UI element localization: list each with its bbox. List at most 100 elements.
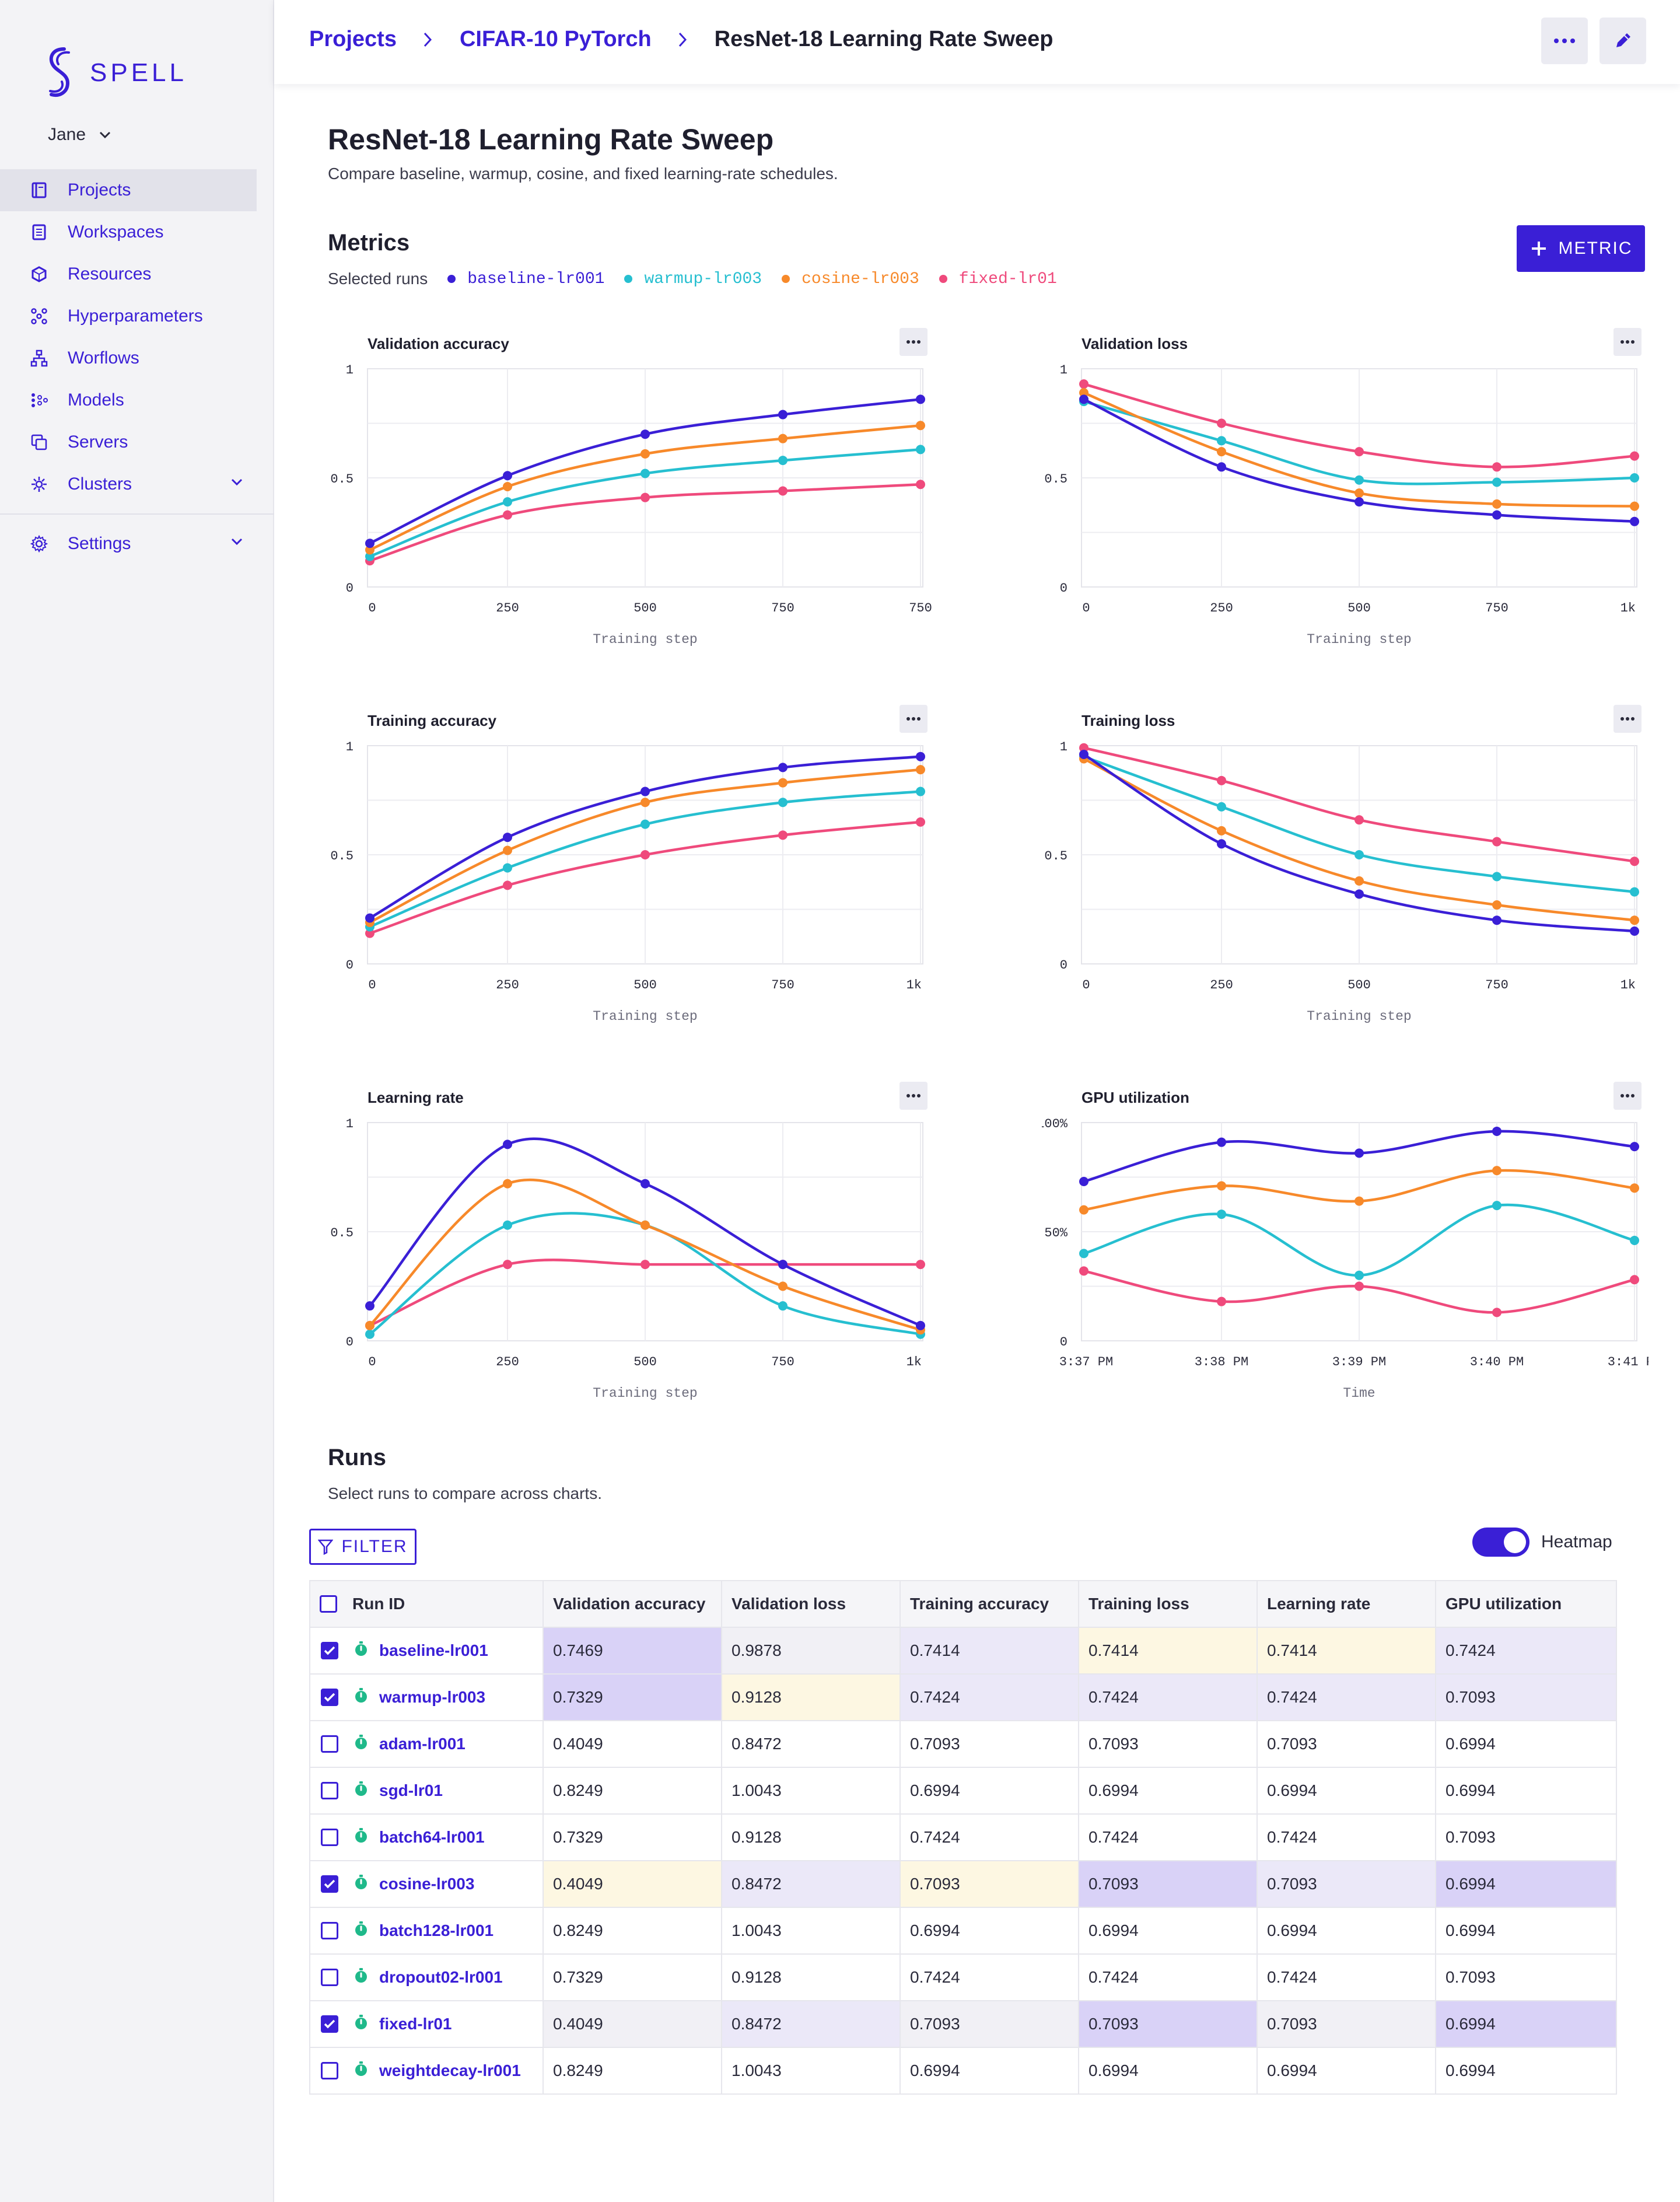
more-options-button[interactable] [1541,18,1588,64]
table-row[interactable]: batch64-lr001 0.7329 0.9128 0.7424 0.7424 0.7… [309,1813,1617,1861]
data-point-warmup-lr003[interactable] [1492,872,1502,882]
run-id-link[interactable]: cosine-lr003 [379,1875,475,1893]
data-point-fixed-lr01[interactable] [1354,815,1364,825]
data-point-fixed-lr01[interactable] [1630,451,1639,461]
data-point-cosine-lr003[interactable] [1354,1196,1364,1206]
user-menu[interactable]: Jane [48,125,111,145]
run-id-link[interactable]: warmup-lr003 [379,1688,486,1706]
data-point-fixed-lr01[interactable] [640,850,650,859]
data-point-cosine-lr003[interactable] [1492,499,1502,509]
column-header-training-accuracy[interactable]: Training accuracy [900,1580,1079,1628]
run-select-checkbox[interactable] [321,1922,338,1939]
legend-run-baseline[interactable]: baseline-lr001 [447,270,604,288]
data-point-fixed-lr01[interactable] [1217,1296,1226,1306]
data-point-cosine-lr003[interactable] [916,421,925,431]
run-select-checkbox[interactable] [321,1829,338,1846]
data-point-warmup-lr003[interactable] [640,469,650,478]
data-point-baseline-lr001[interactable] [1492,1126,1502,1136]
run-select-checkbox[interactable] [321,1969,338,1986]
data-point-fixed-lr01[interactable] [503,1260,512,1270]
data-point-cosine-lr003[interactable] [778,1281,788,1291]
chevron-down-icon[interactable] [230,477,244,487]
data-point-fixed-lr01[interactable] [1354,447,1364,457]
data-point-baseline-lr001[interactable] [778,1260,788,1270]
data-point-warmup-lr003[interactable] [1079,1249,1088,1259]
run-select-checkbox[interactable] [321,1642,338,1659]
data-point-baseline-lr001[interactable] [1217,839,1226,849]
data-point-fixed-lr01[interactable] [778,830,788,840]
data-point-baseline-lr001[interactable] [916,752,925,761]
table-row[interactable]: dropout02-lr001 0.7329 0.9128 0.7424 0.7424 0… [309,1953,1617,2001]
table-row[interactable]: fixed-lr01 0.4049 0.8472 0.7093 0.7093 0.7093… [309,2000,1617,2048]
chart-more-button[interactable] [1614,1082,1642,1110]
data-point-warmup-lr003[interactable] [1217,802,1226,812]
run-select-checkbox[interactable] [321,1689,338,1706]
table-row[interactable]: warmup-lr003 0.7329 0.9128 0.7424 0.7424 0.74… [309,1673,1617,1721]
run-id-link[interactable]: fixed-lr01 [379,2015,452,2033]
data-point-baseline-lr001[interactable] [1630,926,1639,936]
run-select-checkbox[interactable] [321,2062,338,2079]
data-point-fixed-lr01[interactable] [1630,1275,1639,1285]
table-row[interactable]: weightdecay-lr001 0.8249 1.0043 0.6994 0.699… [309,2047,1617,2095]
column-header-learning-rate[interactable]: Learning rate [1256,1580,1436,1628]
data-point-warmup-lr003[interactable] [640,819,650,829]
data-point-baseline-lr001[interactable] [1354,1148,1364,1158]
data-point-fixed-lr01[interactable] [640,1260,650,1270]
data-point-warmup-lr003[interactable] [1630,473,1639,483]
data-point-warmup-lr003[interactable] [916,445,925,455]
data-point-fixed-lr01[interactable] [1079,1266,1088,1276]
data-point-baseline-lr001[interactable] [916,1320,925,1330]
legend-run-warmup[interactable]: warmup-lr003 [624,270,762,288]
data-point-fixed-lr01[interactable] [1217,418,1226,428]
data-point-fixed-lr01[interactable] [1492,837,1502,847]
legend-run-cosine[interactable]: cosine-lr003 [782,270,919,288]
data-point-cosine-lr003[interactable] [1630,1183,1639,1193]
data-point-baseline-lr001[interactable] [1354,497,1364,507]
data-point-warmup-lr003[interactable] [778,798,788,808]
chart-more-button[interactable] [900,705,928,733]
data-point-warmup-lr003[interactable] [365,551,374,561]
sidebar-item-workflows[interactable]: Worflows [0,337,274,379]
data-point-fixed-lr01[interactable] [1079,379,1088,389]
data-point-warmup-lr003[interactable] [1492,477,1502,487]
data-point-cosine-lr003[interactable] [1492,900,1502,910]
chart-more-button[interactable] [900,1082,928,1110]
chart-more-button[interactable] [1614,705,1642,733]
data-point-cosine-lr003[interactable] [1079,1205,1088,1215]
table-row[interactable]: batch128-lr001 0.8249 1.0043 0.6994 0.6994 0.… [309,1907,1617,1955]
add-metric-button[interactable]: METRIC [1517,225,1645,272]
data-point-fixed-lr01[interactable] [503,510,512,520]
data-point-baseline-lr001[interactable] [640,787,650,796]
sidebar-item-workspaces[interactable]: Workspaces [0,211,274,253]
data-point-fixed-lr01[interactable] [1630,857,1639,866]
data-point-cosine-lr003[interactable] [1492,1166,1502,1176]
data-point-baseline-lr001[interactable] [365,539,374,548]
breadcrumb-projects[interactable]: Projects [309,27,397,51]
data-point-cosine-lr003[interactable] [640,1220,650,1230]
data-point-cosine-lr003[interactable] [1217,447,1226,457]
data-point-baseline-lr001[interactable] [1492,915,1502,925]
data-point-cosine-lr003[interactable] [916,765,925,775]
column-header-validation-loss[interactable]: Validation loss [721,1580,901,1628]
data-point-warmup-lr003[interactable] [365,1329,374,1339]
run-id-link[interactable]: sgd-lr01 [379,1781,443,1799]
table-row[interactable]: cosine-lr003 0.4049 0.8472 0.7093 0.7093 0.70… [309,1860,1617,1908]
data-point-cosine-lr003[interactable] [1630,501,1639,511]
data-point-cosine-lr003[interactable] [1354,488,1364,498]
data-point-baseline-lr001[interactable] [1217,462,1226,472]
data-point-warmup-lr003[interactable] [1217,1210,1226,1219]
data-point-fixed-lr01[interactable] [365,928,374,938]
data-point-baseline-lr001[interactable] [1079,394,1088,404]
breadcrumb-project[interactable]: CIFAR-10 PyTorch [459,27,652,51]
data-point-cosine-lr003[interactable] [1217,1181,1226,1191]
data-point-baseline-lr001[interactable] [640,429,650,439]
data-point-warmup-lr003[interactable] [1354,1270,1364,1280]
run-id-link[interactable]: batch128-lr001 [379,1921,494,1939]
run-id-link[interactable]: adam-lr001 [379,1735,466,1753]
data-point-cosine-lr003[interactable] [365,545,374,555]
data-point-warmup-lr003[interactable] [778,1301,788,1311]
filter-button[interactable]: FILTER [309,1529,416,1565]
column-header-training-loss[interactable]: Training loss [1078,1580,1258,1628]
data-point-baseline-lr001[interactable] [1492,510,1502,520]
data-point-baseline-lr001[interactable] [1354,889,1364,899]
